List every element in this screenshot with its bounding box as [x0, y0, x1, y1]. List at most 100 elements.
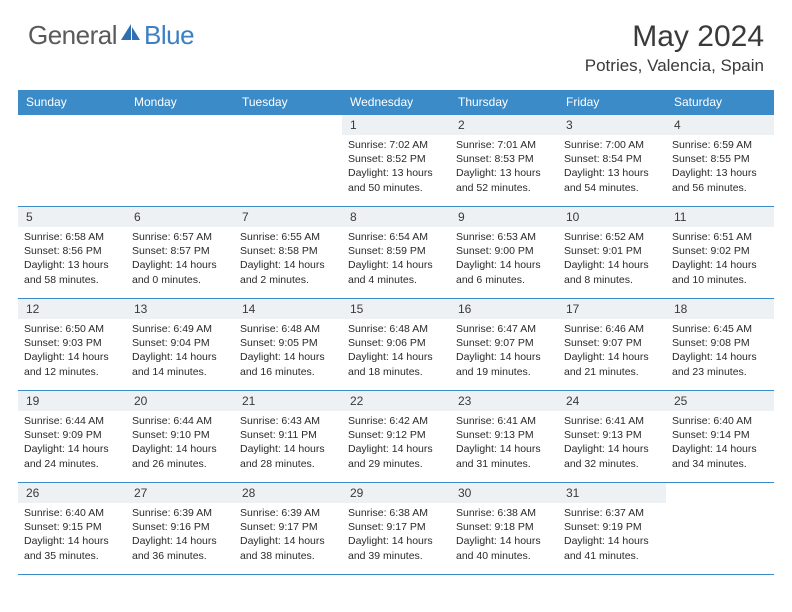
sunrise-line: Sunrise: 6:50 AM [24, 322, 120, 336]
day-details: Sunrise: 6:39 AMSunset: 9:17 PMDaylight:… [234, 503, 342, 566]
sunset-line: Sunset: 9:16 PM [132, 520, 228, 534]
weekday-header: Thursday [450, 90, 558, 115]
sunset-line: Sunset: 8:56 PM [24, 244, 120, 258]
daylight-line: Daylight: 14 hours and 19 minutes. [456, 350, 552, 378]
sunrise-line: Sunrise: 6:49 AM [132, 322, 228, 336]
daylight-line: Daylight: 14 hours and 2 minutes. [240, 258, 336, 286]
sunrise-line: Sunrise: 6:39 AM [240, 506, 336, 520]
day-details: Sunrise: 6:39 AMSunset: 9:16 PMDaylight:… [126, 503, 234, 566]
daylight-line: Daylight: 14 hours and 31 minutes. [456, 442, 552, 470]
daylight-line: Daylight: 14 hours and 34 minutes. [672, 442, 768, 470]
day-number: 19 [18, 391, 126, 411]
sunrise-line: Sunrise: 6:48 AM [240, 322, 336, 336]
calendar-week-row: 26Sunrise: 6:40 AMSunset: 9:15 PMDayligh… [18, 483, 774, 575]
day-number: 22 [342, 391, 450, 411]
calendar-day-cell: 17Sunrise: 6:46 AMSunset: 9:07 PMDayligh… [558, 299, 666, 391]
weekday-header: Friday [558, 90, 666, 115]
day-details: Sunrise: 6:48 AMSunset: 9:05 PMDaylight:… [234, 319, 342, 382]
weekday-header: Sunday [18, 90, 126, 115]
sunset-line: Sunset: 8:54 PM [564, 152, 660, 166]
day-number: 6 [126, 207, 234, 227]
sunrise-line: Sunrise: 6:40 AM [672, 414, 768, 428]
daylight-line: Daylight: 14 hours and 14 minutes. [132, 350, 228, 378]
calendar-day-cell: 16Sunrise: 6:47 AMSunset: 9:07 PMDayligh… [450, 299, 558, 391]
day-details: Sunrise: 6:43 AMSunset: 9:11 PMDaylight:… [234, 411, 342, 474]
calendar-day-cell: 21Sunrise: 6:43 AMSunset: 9:11 PMDayligh… [234, 391, 342, 483]
daylight-line: Daylight: 14 hours and 39 minutes. [348, 534, 444, 562]
calendar-day-cell: 19Sunrise: 6:44 AMSunset: 9:09 PMDayligh… [18, 391, 126, 483]
sunset-line: Sunset: 9:10 PM [132, 428, 228, 442]
day-details: Sunrise: 7:01 AMSunset: 8:53 PMDaylight:… [450, 135, 558, 198]
sunrise-line: Sunrise: 6:44 AM [24, 414, 120, 428]
calendar-day-cell: 24Sunrise: 6:41 AMSunset: 9:13 PMDayligh… [558, 391, 666, 483]
calendar-day-cell: 9Sunrise: 6:53 AMSunset: 9:00 PMDaylight… [450, 207, 558, 299]
calendar-day-cell: 8Sunrise: 6:54 AMSunset: 8:59 PMDaylight… [342, 207, 450, 299]
calendar-day-cell: 3Sunrise: 7:00 AMSunset: 8:54 PMDaylight… [558, 115, 666, 207]
calendar-day-cell: 13Sunrise: 6:49 AMSunset: 9:04 PMDayligh… [126, 299, 234, 391]
day-details: Sunrise: 6:50 AMSunset: 9:03 PMDaylight:… [18, 319, 126, 382]
day-number: 3 [558, 115, 666, 135]
sunrise-line: Sunrise: 7:01 AM [456, 138, 552, 152]
daylight-line: Daylight: 14 hours and 29 minutes. [348, 442, 444, 470]
daylight-line: Daylight: 14 hours and 18 minutes. [348, 350, 444, 378]
daylight-line: Daylight: 13 hours and 54 minutes. [564, 166, 660, 194]
calendar-day-cell: 23Sunrise: 6:41 AMSunset: 9:13 PMDayligh… [450, 391, 558, 483]
day-details: Sunrise: 6:41 AMSunset: 9:13 PMDaylight:… [450, 411, 558, 474]
sunset-line: Sunset: 9:18 PM [456, 520, 552, 534]
day-number: 4 [666, 115, 774, 135]
calendar-day-cell: 1Sunrise: 7:02 AMSunset: 8:52 PMDaylight… [342, 115, 450, 207]
sunset-line: Sunset: 9:15 PM [24, 520, 120, 534]
sunset-line: Sunset: 8:57 PM [132, 244, 228, 258]
day-number: 15 [342, 299, 450, 319]
calendar-day-cell: 6Sunrise: 6:57 AMSunset: 8:57 PMDaylight… [126, 207, 234, 299]
calendar-day-cell: 14Sunrise: 6:48 AMSunset: 9:05 PMDayligh… [234, 299, 342, 391]
weekday-header: Saturday [666, 90, 774, 115]
sunrise-line: Sunrise: 6:46 AM [564, 322, 660, 336]
day-number: 9 [450, 207, 558, 227]
daylight-line: Daylight: 14 hours and 35 minutes. [24, 534, 120, 562]
daylight-line: Daylight: 14 hours and 40 minutes. [456, 534, 552, 562]
sunrise-line: Sunrise: 6:41 AM [456, 414, 552, 428]
day-number: 14 [234, 299, 342, 319]
location-label: Potries, Valencia, Spain [585, 56, 764, 76]
day-number: 2 [450, 115, 558, 135]
sunset-line: Sunset: 9:07 PM [564, 336, 660, 350]
daylight-line: Daylight: 14 hours and 38 minutes. [240, 534, 336, 562]
day-number: 24 [558, 391, 666, 411]
calendar-table: Sunday Monday Tuesday Wednesday Thursday… [18, 90, 774, 575]
daylight-line: Daylight: 14 hours and 32 minutes. [564, 442, 660, 470]
sunrise-line: Sunrise: 6:59 AM [672, 138, 768, 152]
calendar-day-cell: 29Sunrise: 6:38 AMSunset: 9:17 PMDayligh… [342, 483, 450, 575]
sunset-line: Sunset: 8:58 PM [240, 244, 336, 258]
day-details: Sunrise: 7:00 AMSunset: 8:54 PMDaylight:… [558, 135, 666, 198]
day-number: 31 [558, 483, 666, 503]
calendar-week-row: 1Sunrise: 7:02 AMSunset: 8:52 PMDaylight… [18, 115, 774, 207]
day-details: Sunrise: 6:38 AMSunset: 9:18 PMDaylight:… [450, 503, 558, 566]
daylight-line: Daylight: 14 hours and 24 minutes. [24, 442, 120, 470]
day-details: Sunrise: 6:53 AMSunset: 9:00 PMDaylight:… [450, 227, 558, 290]
header: General Blue May 2024 Potries, Valencia,… [0, 0, 792, 84]
weekday-header: Wednesday [342, 90, 450, 115]
calendar-day-cell [666, 483, 774, 575]
day-details: Sunrise: 6:46 AMSunset: 9:07 PMDaylight:… [558, 319, 666, 382]
calendar-day-cell: 27Sunrise: 6:39 AMSunset: 9:16 PMDayligh… [126, 483, 234, 575]
daylight-line: Daylight: 14 hours and 26 minutes. [132, 442, 228, 470]
day-details: Sunrise: 6:59 AMSunset: 8:55 PMDaylight:… [666, 135, 774, 198]
sunset-line: Sunset: 9:04 PM [132, 336, 228, 350]
daylight-line: Daylight: 13 hours and 56 minutes. [672, 166, 768, 194]
daylight-line: Daylight: 14 hours and 0 minutes. [132, 258, 228, 286]
calendar-week-row: 5Sunrise: 6:58 AMSunset: 8:56 PMDaylight… [18, 207, 774, 299]
day-number: 25 [666, 391, 774, 411]
day-number: 26 [18, 483, 126, 503]
day-details: Sunrise: 6:55 AMSunset: 8:58 PMDaylight:… [234, 227, 342, 290]
calendar-day-cell: 11Sunrise: 6:51 AMSunset: 9:02 PMDayligh… [666, 207, 774, 299]
sunrise-line: Sunrise: 6:44 AM [132, 414, 228, 428]
sunset-line: Sunset: 8:52 PM [348, 152, 444, 166]
sunset-line: Sunset: 9:03 PM [24, 336, 120, 350]
sunrise-line: Sunrise: 6:55 AM [240, 230, 336, 244]
sunset-line: Sunset: 9:01 PM [564, 244, 660, 258]
daylight-line: Daylight: 14 hours and 28 minutes. [240, 442, 336, 470]
day-details: Sunrise: 6:47 AMSunset: 9:07 PMDaylight:… [450, 319, 558, 382]
sunset-line: Sunset: 9:13 PM [456, 428, 552, 442]
sunset-line: Sunset: 9:17 PM [240, 520, 336, 534]
